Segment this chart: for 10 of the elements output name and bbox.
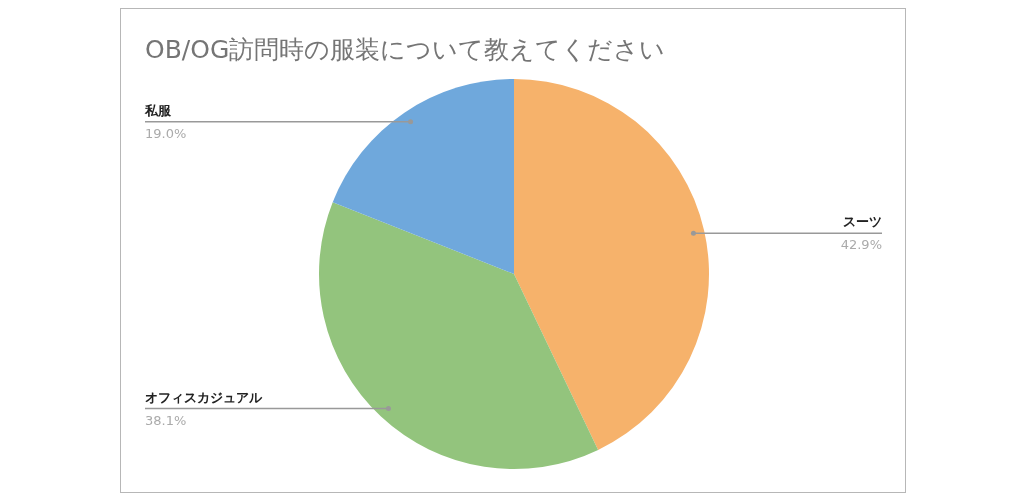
data-label: 42.9% xyxy=(840,237,882,253)
data-label: 19.0% xyxy=(145,125,187,141)
slice-label: オフィスカジュアル xyxy=(145,389,263,405)
chart-title: OB/OG訪問時の服装について教えてください xyxy=(145,35,666,64)
pie-slice xyxy=(514,79,709,450)
data-label: 38.1% xyxy=(145,412,187,428)
pie-slice xyxy=(319,202,599,469)
slice-label: スーツ xyxy=(843,214,882,230)
pie-slice xyxy=(332,79,514,274)
slice-label: 私服 xyxy=(144,102,172,118)
